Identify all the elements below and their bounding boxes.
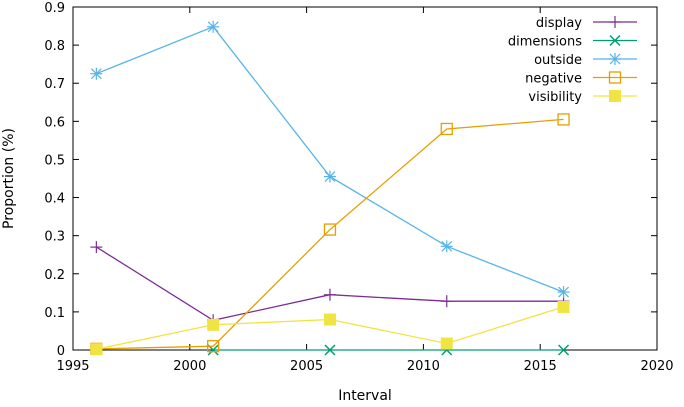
data-point-negative: [440, 122, 453, 136]
x-tick-label: 2020: [640, 359, 673, 374]
legend-label: display: [536, 16, 582, 31]
marker-shape: [557, 113, 570, 126]
legend-marker: [609, 90, 621, 102]
series-line-outside: [96, 26, 564, 293]
marker-shape: [90, 343, 103, 356]
marker-shape: [207, 340, 220, 353]
data-point-visibility: [557, 300, 570, 313]
legend-marker: [609, 34, 621, 47]
marker-shape: [557, 300, 570, 313]
y-tick-label: 0.9: [44, 1, 65, 16]
data-point-outside: [90, 67, 103, 80]
y-tick-label: 0.5: [44, 153, 65, 168]
axes: 0 0.1 0.2 0.3 0.4 0.5 0.6 0.7 0.8 0.9 1995 2000 2005…: [44, 1, 673, 374]
data-point-display: [440, 295, 453, 308]
marker-shape: [440, 122, 453, 136]
legend-label: dimensions: [508, 35, 582, 50]
x-tick-label: 2010: [407, 359, 440, 374]
data-point-outside: [323, 170, 336, 183]
y-tick-label: 0.2: [44, 268, 65, 283]
legend-item-dimensions: dimensions: [508, 35, 637, 50]
legend-marker: [609, 16, 621, 28]
y-tick-label: 0.6: [44, 115, 65, 130]
data-point-negative: [207, 340, 220, 353]
y-tick-label: 0.7: [44, 77, 65, 92]
marker-shape: [609, 90, 621, 102]
y-tick-label: 0.1: [44, 306, 65, 321]
data-point-visibility: [440, 337, 453, 350]
series-line-visibility: [96, 306, 564, 350]
marker-stroke: [558, 286, 569, 298]
y-tick-label: 0.4: [44, 192, 65, 207]
legend-marker: [608, 71, 622, 84]
marker-stroke: [609, 53, 621, 65]
marker-stroke: [90, 68, 102, 80]
marker-shape: [440, 337, 453, 350]
legend-label: visibility: [528, 90, 582, 105]
series-visibility: [90, 300, 570, 356]
data-point-outside: [207, 20, 220, 33]
y-tick-label: 0: [57, 344, 65, 359]
marker-shape: [323, 223, 337, 236]
x-tick-label: 2005: [290, 359, 323, 374]
series-layer: [90, 20, 570, 356]
marker-shape: [323, 313, 336, 326]
series-dimensions: [207, 344, 570, 356]
x-tick-label: 2000: [173, 359, 206, 374]
data-point-visibility: [90, 343, 103, 356]
data-point-outside: [557, 286, 570, 299]
data-point-display: [90, 241, 103, 254]
series-display: [90, 241, 570, 327]
data-point-visibility: [207, 318, 220, 331]
data-point-display: [323, 288, 336, 301]
series-line-display: [96, 246, 564, 321]
y-tick-label: 0.8: [44, 39, 65, 54]
marker-stroke: [207, 21, 219, 33]
legend-item-display: display: [536, 16, 637, 31]
data-point-dimensions: [324, 344, 336, 356]
data-point-negative: [557, 113, 570, 126]
legend-item-negative: negative: [525, 71, 637, 87]
data-point-dimensions: [558, 344, 570, 356]
marker-stroke: [609, 34, 621, 47]
legend-label: outside: [534, 53, 582, 68]
legend-marker: [609, 53, 621, 65]
marker-stroke: [558, 344, 570, 356]
marker-stroke: [324, 171, 336, 183]
data-point-outside: [440, 240, 453, 253]
y-axis-title: Proportion (%): [1, 128, 17, 229]
x-axis-title: Interval: [338, 388, 392, 404]
marker-shape: [608, 71, 622, 84]
marker-stroke: [324, 344, 336, 356]
series-outside: [90, 20, 570, 299]
legend-item-visibility: visibility: [528, 90, 637, 105]
legend-item-outside: outside: [534, 53, 637, 68]
marker-stroke: [207, 344, 219, 356]
marker-stroke: [441, 240, 453, 252]
series-line-negative: [96, 118, 564, 350]
legend: display dimensions outside negative visibili…: [508, 16, 637, 105]
legend-label: negative: [525, 72, 582, 87]
x-tick-label: 1995: [56, 359, 89, 374]
y-tick-label: 0.3: [44, 230, 65, 245]
data-point-negative: [323, 223, 337, 236]
data-point-visibility: [323, 313, 336, 326]
x-tick-label: 2015: [524, 359, 557, 374]
marker-shape: [207, 318, 220, 331]
